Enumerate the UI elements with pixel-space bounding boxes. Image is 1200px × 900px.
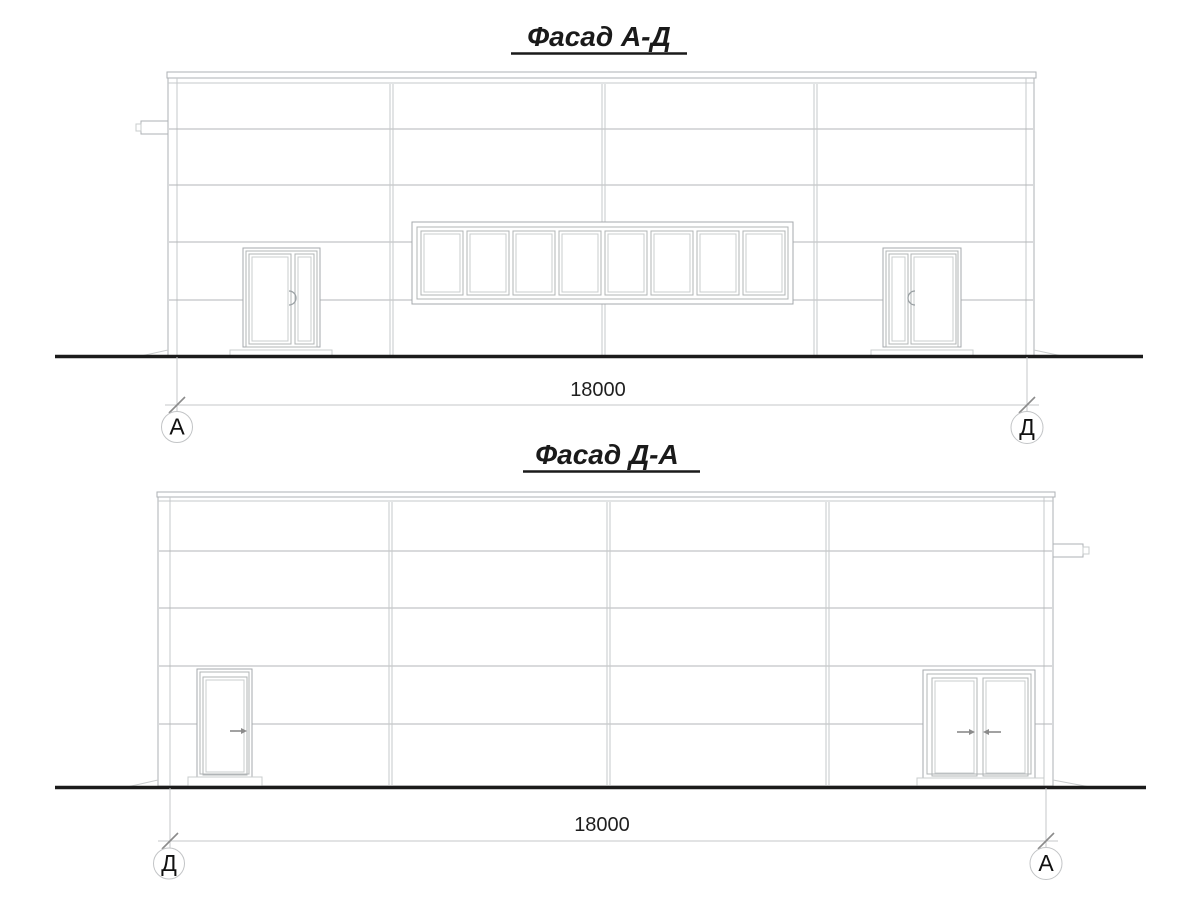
dimension-tick <box>1018 396 1036 414</box>
facade-a-d-view: Фасад А-Д <box>55 21 1143 444</box>
dimension-tick <box>1037 832 1055 850</box>
window-pane <box>604 230 648 296</box>
facade-d-a-view: Фасад Д-А <box>55 439 1146 880</box>
facade-d-a-title: Фасад Д-А <box>535 439 678 470</box>
entrance-door-left <box>242 247 321 348</box>
panel-vertical-joints <box>388 502 830 785</box>
parapet-cap <box>166 71 1037 79</box>
dimension-value: 18000 <box>570 379 626 401</box>
window-band <box>411 221 794 305</box>
dimension-tick <box>161 832 179 850</box>
dimension-value: 18000 <box>574 814 630 836</box>
window-pane <box>420 230 464 296</box>
parapet-cap <box>156 491 1056 498</box>
wall-face <box>157 496 1054 787</box>
window-pane <box>512 230 556 296</box>
scupper-pipe-right-outlet <box>1082 546 1090 555</box>
axis-label: Д <box>161 850 177 876</box>
axis-circle <box>1029 847 1063 880</box>
window-pane <box>696 230 740 296</box>
window-pane <box>650 230 694 296</box>
entrance-door-double <box>922 669 1036 779</box>
dimension-tick <box>168 396 186 414</box>
panel-vertical-joints <box>389 84 818 355</box>
scupper-pipe-right <box>1052 543 1084 558</box>
entrance-door-single <box>196 668 253 778</box>
facade-d-a-building <box>156 491 1090 788</box>
axis-marker-d: Д <box>1010 411 1044 444</box>
door-handle <box>288 290 297 306</box>
axis-label: А <box>169 414 185 440</box>
axis-marker-a: А <box>1029 847 1063 880</box>
axis-circle <box>153 847 185 880</box>
axis-marker-a: А <box>161 411 193 443</box>
entrance-door-right <box>882 247 962 348</box>
panel-horizontal-joints <box>159 550 1052 725</box>
axis-circle <box>1010 411 1044 444</box>
door-handles <box>957 729 1001 735</box>
axis-circle <box>161 411 193 443</box>
window-pane <box>466 230 510 296</box>
dimension-d-a: 18000 Д А <box>153 788 1063 880</box>
facade-a-d-building <box>135 71 1037 357</box>
door-handle <box>907 290 916 306</box>
window-pane <box>742 230 786 296</box>
scupper-pipe-left <box>140 120 169 135</box>
axis-marker-d: Д <box>153 847 185 880</box>
axis-label: Д <box>1019 414 1035 440</box>
facade-a-d-title: Фасад А-Д <box>527 21 670 52</box>
window-pane <box>558 230 602 296</box>
dimension-a-d: 18000 А Д <box>161 357 1044 444</box>
door-handle <box>230 728 247 734</box>
axis-label: А <box>1038 850 1054 876</box>
scupper-pipe-left-outlet <box>135 123 142 132</box>
